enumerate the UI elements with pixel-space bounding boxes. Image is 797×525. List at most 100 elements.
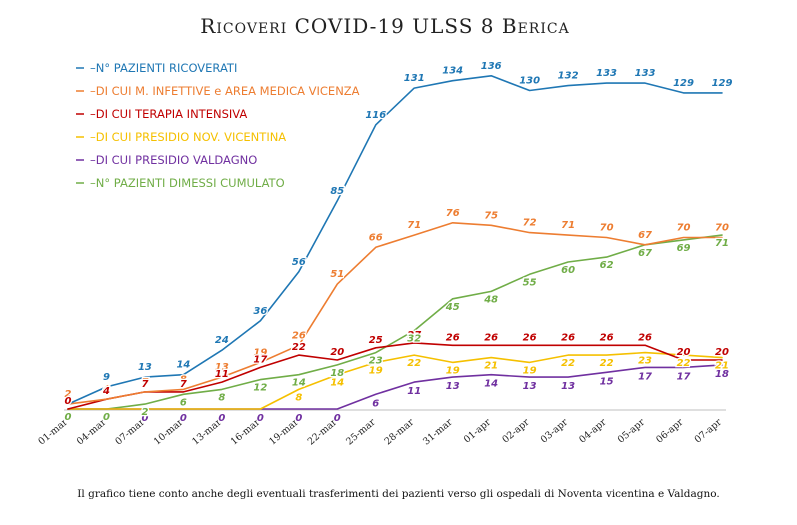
data-label: 0 [65, 412, 72, 423]
legend-item: –DI CUI TERAPIA INTENSIVA [76, 107, 247, 121]
data-label: 0 [141, 412, 148, 423]
data-label: 17 [677, 371, 691, 382]
x-axis: 01-mar 04-mar 07-mar 10-mar 13-mar 16-mar 19-m… [36, 409, 726, 448]
chart-title: Ricoveri COVID-19 ULSS 8 Berica [200, 14, 569, 38]
legend-label: –DI CUI PRESIDIO NOV. VICENTINA [90, 130, 286, 144]
data-label: 129 [673, 78, 694, 89]
data-label: 8 [218, 392, 225, 403]
data-label: 13 [446, 381, 460, 392]
data-label: 0 [218, 412, 225, 423]
data-label: 22 [677, 358, 691, 369]
data-label: 116 [365, 110, 386, 121]
data-label: 7 [180, 379, 187, 390]
data-label: 2 [65, 389, 72, 400]
data-label: 132 [558, 71, 579, 82]
data-label: 62 [600, 260, 614, 271]
x-tick-label: 02-apr [500, 417, 532, 446]
data-label: 22 [407, 358, 421, 369]
data-label: 51 [330, 269, 344, 280]
data-label: 133 [596, 68, 617, 79]
data-label: 17 [638, 371, 652, 382]
data-label: 131 [404, 73, 425, 84]
data-label: 56 [292, 257, 306, 268]
data-label: 66 [369, 232, 383, 243]
data-label: 0 [218, 413, 225, 424]
series-line [67, 342, 723, 410]
data-label: 26 [446, 332, 460, 343]
data-label: 25 [369, 335, 383, 346]
data-label: 2 [65, 389, 72, 400]
data-label: 133 [635, 68, 656, 79]
data-label: 26 [292, 330, 306, 341]
data-label: 130 [519, 76, 540, 87]
data-label: 85 [330, 186, 344, 197]
legend-label: –DI CUI TERAPIA INTENSIVA [90, 107, 247, 121]
data-label: 26 [600, 332, 614, 343]
series-line [67, 75, 723, 405]
data-label: 19 [253, 347, 267, 358]
data-label: 13 [138, 362, 152, 373]
data-label: 7 [141, 379, 148, 390]
x-tick-label: 28-mar [383, 417, 417, 448]
data-label: 0 [180, 413, 187, 424]
data-label: 8 [295, 392, 302, 403]
data-label: 8 [180, 374, 187, 385]
legend: –N° PAZIENTI RICOVERATI –DI CUI M. INFETT… [76, 61, 360, 190]
data-label: 0 [103, 412, 110, 423]
data-label: 4 [102, 384, 110, 395]
data-label: 4 [102, 386, 110, 397]
plot-area [67, 75, 723, 410]
data-label: 22 [561, 358, 575, 369]
data-label: 11 [215, 369, 229, 380]
series-line [67, 364, 723, 410]
data-label: 14 [330, 378, 344, 389]
data-label: 19 [369, 365, 383, 376]
legend-item: –DI CUI PRESIDIO NOV. VICENTINA [76, 130, 286, 144]
data-label: 134 [442, 66, 463, 77]
data-label: 24 [215, 335, 229, 346]
data-label: 70 [715, 223, 729, 234]
data-label: 67 [638, 230, 652, 241]
data-label: 67 [638, 248, 652, 259]
data-label: 45 [445, 302, 460, 313]
series-line [67, 351, 723, 410]
series-line [67, 234, 723, 410]
legend-label: –N° PAZIENTI DIMESSI CUMULATO [90, 176, 285, 190]
x-tick-label: 05-apr [616, 417, 648, 446]
data-label: 72 [523, 218, 537, 229]
data-label: 71 [561, 220, 575, 231]
data-label: 129 [712, 78, 733, 89]
data-label: 26 [638, 332, 652, 343]
legend-label: –DI CUI M. INFETTIVE e AREA MEDICA VICEN… [90, 84, 360, 98]
data-label: 9 [103, 372, 110, 383]
data-label: 0 [65, 413, 72, 424]
legend-item: –DI CUI PRESIDIO VALDAGNO [76, 153, 257, 167]
data-label: 0 [257, 412, 264, 423]
data-label: 13 [523, 381, 537, 392]
data-label: 2 [141, 407, 148, 418]
data-label: 14 [292, 378, 306, 389]
data-label: 0 [65, 412, 72, 423]
x-tick-label: 06-apr [654, 417, 686, 446]
data-label: 70 [677, 223, 691, 234]
data-label: 26 [561, 332, 575, 343]
data-label: 13 [561, 381, 575, 392]
data-label: 18 [330, 368, 344, 379]
data-label: 26 [523, 332, 537, 343]
data-label: 12 [253, 383, 267, 394]
legend-item: –N° PAZIENTI DIMESSI CUMULATO [76, 176, 285, 190]
legend-label: –DI CUI PRESIDIO VALDAGNO [90, 153, 257, 167]
data-label: 69 [677, 243, 691, 254]
data-label: 71 [715, 238, 729, 249]
data-label: 14 [176, 360, 190, 371]
data-label: 76 [446, 208, 460, 219]
data-label: 55 [523, 277, 537, 288]
data-label: 19 [523, 365, 537, 376]
data-label: 60 [561, 265, 575, 276]
data-label: 7 [141, 377, 148, 388]
data-label: 0 [141, 413, 148, 424]
legend-label: –N° PAZIENTI RICOVERATI [90, 61, 237, 75]
data-label: 23 [638, 356, 652, 367]
data-label: 0 [180, 412, 187, 423]
